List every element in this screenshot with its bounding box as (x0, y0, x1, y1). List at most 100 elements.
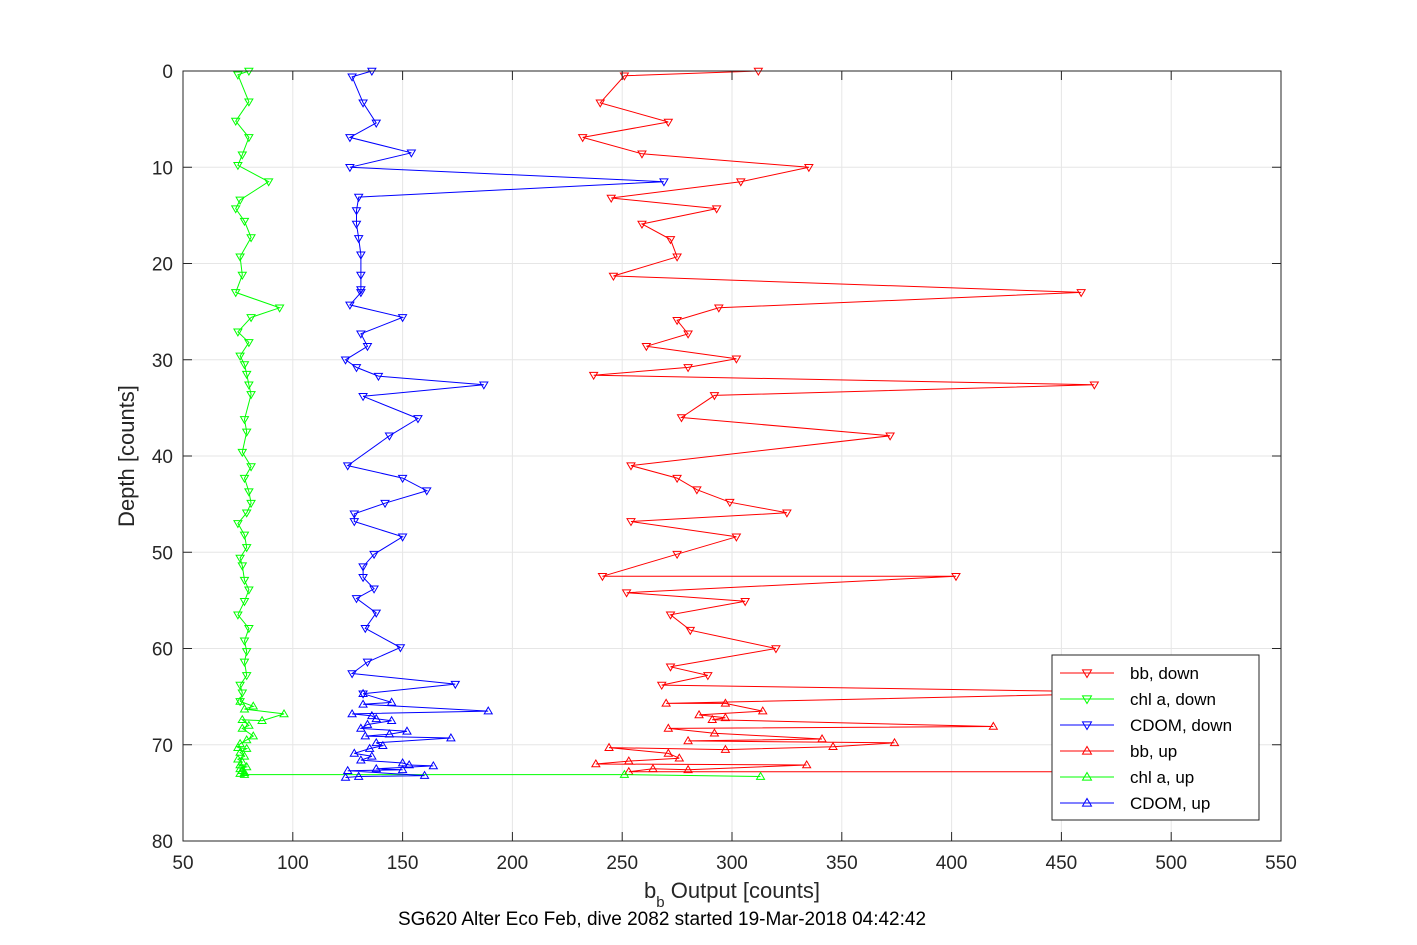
data-point (230, 289, 241, 298)
data-point (369, 550, 379, 560)
data-point (257, 715, 267, 724)
y-tick-label: 60 (152, 640, 173, 661)
data-point (233, 520, 243, 529)
data-point (358, 688, 368, 698)
data-point (771, 645, 781, 654)
data-point (358, 573, 368, 583)
data-point (711, 205, 722, 214)
data-point (248, 701, 259, 710)
data-point (755, 771, 766, 780)
data-point (674, 753, 685, 762)
data-point (248, 731, 259, 740)
data-point (239, 416, 250, 425)
data-point (753, 67, 764, 76)
legend-entry: bb, up (1060, 742, 1177, 761)
legend-box (1051, 654, 1260, 821)
y-tick-label: 50 (152, 543, 173, 564)
axes: 50 100 150 200 250 300 350 400 450 500 550 0 10 20 30 4… (152, 62, 1297, 874)
data-point (665, 611, 676, 620)
data-point (244, 339, 254, 348)
series-0 (577, 67, 1111, 697)
data-point (237, 271, 248, 281)
data-point (817, 733, 827, 743)
data-point (395, 644, 406, 653)
data-point (608, 272, 619, 281)
data-point (246, 234, 256, 243)
data-point (345, 134, 355, 143)
data-point (648, 763, 658, 773)
data-point (709, 392, 720, 401)
data-point (665, 236, 676, 245)
data-point (235, 352, 245, 361)
data-point (672, 253, 682, 262)
data-point (663, 118, 674, 127)
data-point (244, 586, 254, 595)
data-point (683, 764, 693, 774)
data-point (358, 699, 368, 708)
data-point (713, 304, 724, 313)
data-point (371, 763, 382, 773)
legend-marker (1081, 695, 1093, 705)
data-point (889, 737, 900, 747)
legend-entry: CDOM, down (1060, 716, 1232, 735)
data-point (619, 769, 630, 778)
data-point (235, 696, 245, 705)
data-point (740, 598, 751, 607)
data-point (244, 98, 254, 107)
data-point (345, 163, 355, 173)
data-point (342, 765, 353, 775)
x-tick-label: 100 (277, 853, 309, 874)
data-point (590, 759, 601, 768)
data-point (347, 670, 357, 679)
data-point (279, 708, 289, 718)
data-point (386, 697, 397, 706)
data-point (345, 301, 355, 310)
data-point (419, 770, 430, 779)
y-tick-label: 10 (152, 158, 173, 179)
data-point (241, 428, 252, 437)
data-point (235, 253, 245, 262)
data-point (446, 733, 456, 742)
data-point (384, 432, 395, 441)
data-point (406, 149, 417, 158)
data-point (369, 585, 379, 594)
data-point (371, 609, 382, 618)
x-tick-label: 200 (497, 853, 529, 874)
data-point (397, 474, 408, 484)
data-point (428, 760, 439, 770)
data-point (239, 704, 250, 713)
data-point (404, 759, 415, 769)
x-tick-label: 150 (387, 853, 419, 874)
data-point (621, 589, 632, 598)
data-point (683, 364, 693, 373)
data-point (663, 748, 674, 757)
data-point (239, 598, 250, 607)
data-point (274, 304, 285, 313)
data-point (384, 729, 395, 738)
legend-label: bb, down (1130, 664, 1199, 683)
x-tick-label: 350 (826, 853, 858, 874)
data-point (702, 672, 713, 681)
data-point (246, 314, 256, 323)
data-point (801, 759, 812, 769)
data-point (353, 235, 364, 244)
legend-label: CDOM, down (1130, 716, 1232, 735)
data-point (241, 761, 252, 771)
data-point (637, 220, 647, 230)
data-point (353, 771, 364, 780)
data-point (371, 713, 382, 723)
y-tick-label: 70 (152, 736, 173, 757)
data-point (1076, 289, 1087, 298)
data-point (239, 751, 250, 760)
legend-entry: bb, down (1060, 664, 1199, 683)
data-point (951, 573, 961, 582)
data-point (672, 474, 682, 484)
data-point (691, 486, 702, 495)
data-point (720, 712, 731, 722)
data-point (672, 316, 682, 326)
legend-entry: chl a, down (1060, 690, 1216, 709)
legend-label: chl a, down (1130, 690, 1216, 709)
series-4 (233, 696, 766, 780)
data-point (659, 178, 669, 187)
data-point (237, 723, 248, 732)
